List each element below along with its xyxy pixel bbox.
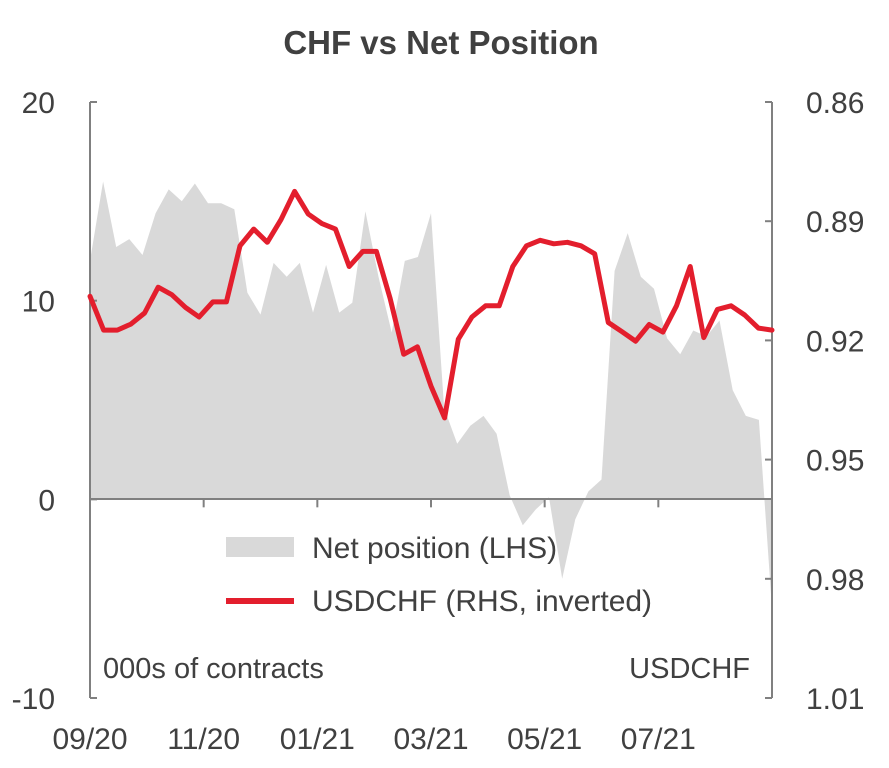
right-y-tick-label: 1.01 bbox=[806, 683, 864, 716]
x-tick-label: 07/21 bbox=[621, 723, 696, 756]
left-y-tick-label: 20 bbox=[22, 87, 55, 120]
x-tick-label: 05/21 bbox=[507, 723, 582, 756]
right-y-tick-label: 0.86 bbox=[806, 87, 864, 120]
left-y-tick-label: 10 bbox=[22, 286, 55, 319]
axes bbox=[89, 102, 773, 698]
x-tick-label: 03/21 bbox=[393, 723, 468, 756]
right-y-tick-label: 0.89 bbox=[806, 206, 864, 239]
right-y-tick-label: 0.95 bbox=[806, 445, 864, 478]
legend: Net position (LHS) USDCHF (RHS, inverted… bbox=[214, 532, 652, 618]
legend-label-net-position: Net position (LHS) bbox=[312, 532, 557, 565]
chart-title: CHF vs Net Position bbox=[283, 24, 598, 61]
right-y-tick-label: 0.98 bbox=[806, 564, 864, 597]
usdchf-line-layer bbox=[87, 188, 775, 421]
right-axis-unit-label: USDCHF bbox=[629, 653, 750, 685]
x-tick-label: 11/20 bbox=[167, 723, 240, 756]
net-position-area-layer bbox=[90, 181, 772, 609]
right-y-tick-label: 0.92 bbox=[806, 325, 864, 358]
usdchf-line bbox=[87, 188, 775, 421]
left-axis-unit-label: 000s of contracts bbox=[103, 653, 324, 685]
net-position-area bbox=[90, 181, 772, 609]
legend-label-usdchf: USDCHF (RHS, inverted) bbox=[312, 585, 652, 618]
x-tick-label: 09/20 bbox=[52, 723, 127, 756]
legend-swatch-net-position bbox=[226, 537, 294, 557]
tick-layer: 20 10 0 -10 0.86 0.89 0.92 0.95 0.98 1.01 09/20 11/… bbox=[12, 87, 865, 756]
x-tick-label: 01/21 bbox=[280, 723, 355, 756]
left-y-tick-label: -10 bbox=[12, 683, 55, 716]
left-y-tick-label: 0 bbox=[38, 484, 55, 517]
